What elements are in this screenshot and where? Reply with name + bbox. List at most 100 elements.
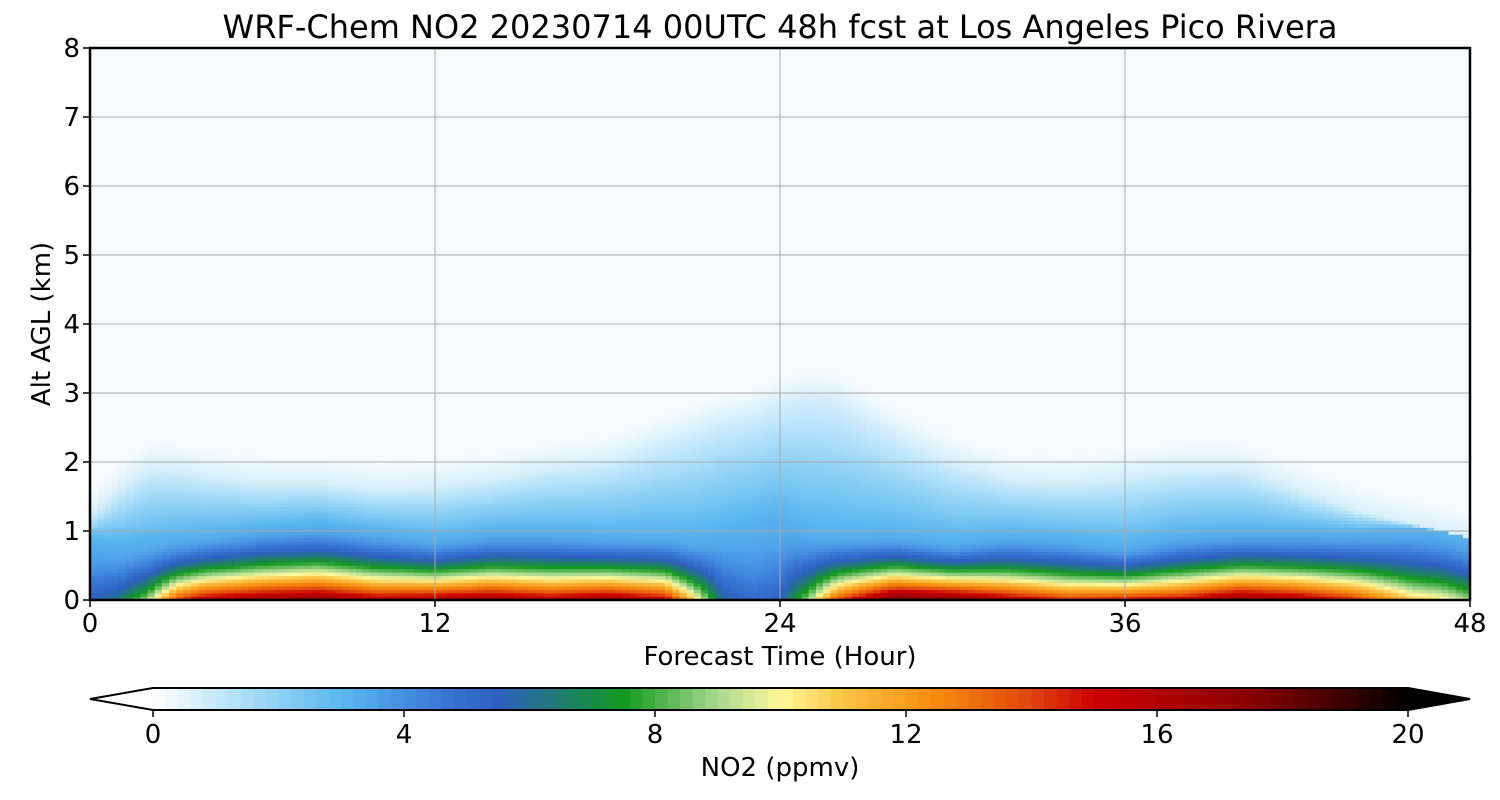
x-axis-ticks: 0 12 24 36 48 — [82, 600, 1487, 639]
y-axis-ticks: 0 1 2 3 4 5 6 7 8 — [63, 34, 90, 616]
y-tick-label: 7 — [63, 103, 80, 133]
y-tick-label: 4 — [63, 310, 80, 340]
colorbar-segment — [190, 688, 204, 710]
colorbar-tick-label: 8 — [647, 720, 664, 750]
colorbar-segment — [178, 688, 192, 710]
colorbar-segment — [1144, 688, 1158, 710]
colorbar-segment — [454, 688, 468, 710]
colorbar-segment — [1257, 688, 1271, 710]
colorbar-segment — [906, 688, 920, 710]
colorbar-segment — [780, 688, 794, 710]
colorbar-segment — [441, 688, 455, 710]
grid-lines — [90, 48, 1470, 600]
colorbar-segment — [680, 688, 694, 710]
y-tick-label: 3 — [63, 379, 80, 409]
colorbar-segment — [943, 688, 957, 710]
colorbar-segment — [504, 688, 518, 710]
chart-title: WRF-Chem NO2 20230714 00UTC 48h fcst at … — [223, 8, 1338, 46]
y-tick-label: 6 — [63, 172, 80, 202]
colorbar-segment — [328, 688, 342, 710]
colorbar-segment — [830, 688, 844, 710]
colorbar-segment — [993, 688, 1007, 710]
colorbar-segment — [1320, 688, 1334, 710]
y-tick-label: 2 — [63, 448, 80, 478]
colorbar-segment — [642, 688, 656, 710]
colorbar-segment — [1219, 688, 1233, 710]
colorbar-segment — [466, 688, 480, 710]
colorbar-segment — [918, 688, 932, 710]
colorbar-segment — [1182, 688, 1196, 710]
colorbar-segment — [1157, 688, 1171, 710]
colorbar-label: NO2 (ppmv) — [701, 753, 860, 783]
colorbar-segment — [1244, 688, 1258, 710]
colorbar-segment — [291, 688, 305, 710]
colorbar-segment — [1345, 688, 1359, 710]
colorbar-segment — [931, 688, 945, 710]
colorbar-segment — [1044, 688, 1058, 710]
colorbar-segment — [516, 688, 530, 710]
colorbar-segment — [617, 688, 631, 710]
colorbar-segment — [1382, 688, 1396, 710]
colorbar-segment — [153, 688, 167, 710]
colorbar-segment — [1006, 688, 1020, 710]
colorbar-segment — [366, 688, 380, 710]
colorbar-segment — [1069, 688, 1083, 710]
colorbar-segment — [818, 688, 832, 710]
colorbar: 0 4 8 12 16 20 — [89, 687, 1471, 750]
colorbar-segment — [554, 688, 568, 710]
y-tick-label: 0 — [63, 586, 80, 616]
colorbar-segment — [567, 688, 581, 710]
colorbar-segment — [416, 688, 430, 710]
x-tick-label: 36 — [1108, 609, 1141, 639]
colorbar-segment — [240, 688, 254, 710]
colorbar-segment — [491, 688, 505, 710]
colorbar-extend-max — [1408, 688, 1470, 710]
colorbar-segment — [1018, 688, 1032, 710]
no2-field — [90, 375, 1470, 600]
colorbar-segment — [667, 688, 681, 710]
colorbar-segment — [1081, 688, 1095, 710]
colorbar-segment — [316, 688, 330, 710]
colorbar-segment — [1357, 688, 1371, 710]
colorbar-segment — [579, 688, 593, 710]
colorbar-segment — [253, 688, 267, 710]
colorbar-segment — [868, 688, 882, 710]
x-tick-label: 12 — [418, 609, 451, 639]
colorbar-segment — [1282, 688, 1296, 710]
colorbar-segment — [692, 688, 706, 710]
colorbar-segment — [265, 688, 279, 710]
colorbar-segment — [755, 688, 769, 710]
y-tick-label: 1 — [63, 517, 80, 547]
y-axis-label: Alt AGL (km) — [27, 242, 57, 406]
colorbar-segment — [968, 688, 982, 710]
colorbar-segment — [1370, 688, 1384, 710]
colorbar-segment — [742, 688, 756, 710]
colorbar-segment — [604, 688, 618, 710]
colorbar-segment — [1094, 688, 1108, 710]
colorbar-segment — [353, 688, 367, 710]
colorbar-tick-label: 20 — [1391, 720, 1424, 750]
colorbar-extend-min — [90, 688, 153, 710]
colorbar-segment — [893, 688, 907, 710]
colorbar-segment — [303, 688, 317, 710]
colorbar-segment — [843, 688, 857, 710]
colorbar-segment — [278, 688, 292, 710]
colorbar-segment — [404, 688, 418, 710]
colorbar-segment — [1106, 688, 1120, 710]
colorbar-segment — [592, 688, 606, 710]
colorbar-segment — [1332, 688, 1346, 710]
colorbar-segment — [705, 688, 719, 710]
colorbar-segment — [655, 688, 669, 710]
y-tick-label: 5 — [63, 241, 80, 271]
colorbar-segment — [378, 688, 392, 710]
colorbar-segment — [981, 688, 995, 710]
colorbar-segment — [1056, 688, 1070, 710]
colorbar-segment — [215, 688, 229, 710]
x-tick-label: 0 — [82, 609, 99, 639]
colorbar-segment — [529, 688, 543, 710]
colorbar-segment — [1395, 688, 1409, 710]
colorbar-segment — [880, 688, 894, 710]
colorbar-tick-label: 0 — [145, 720, 162, 750]
colorbar-segment — [1307, 688, 1321, 710]
